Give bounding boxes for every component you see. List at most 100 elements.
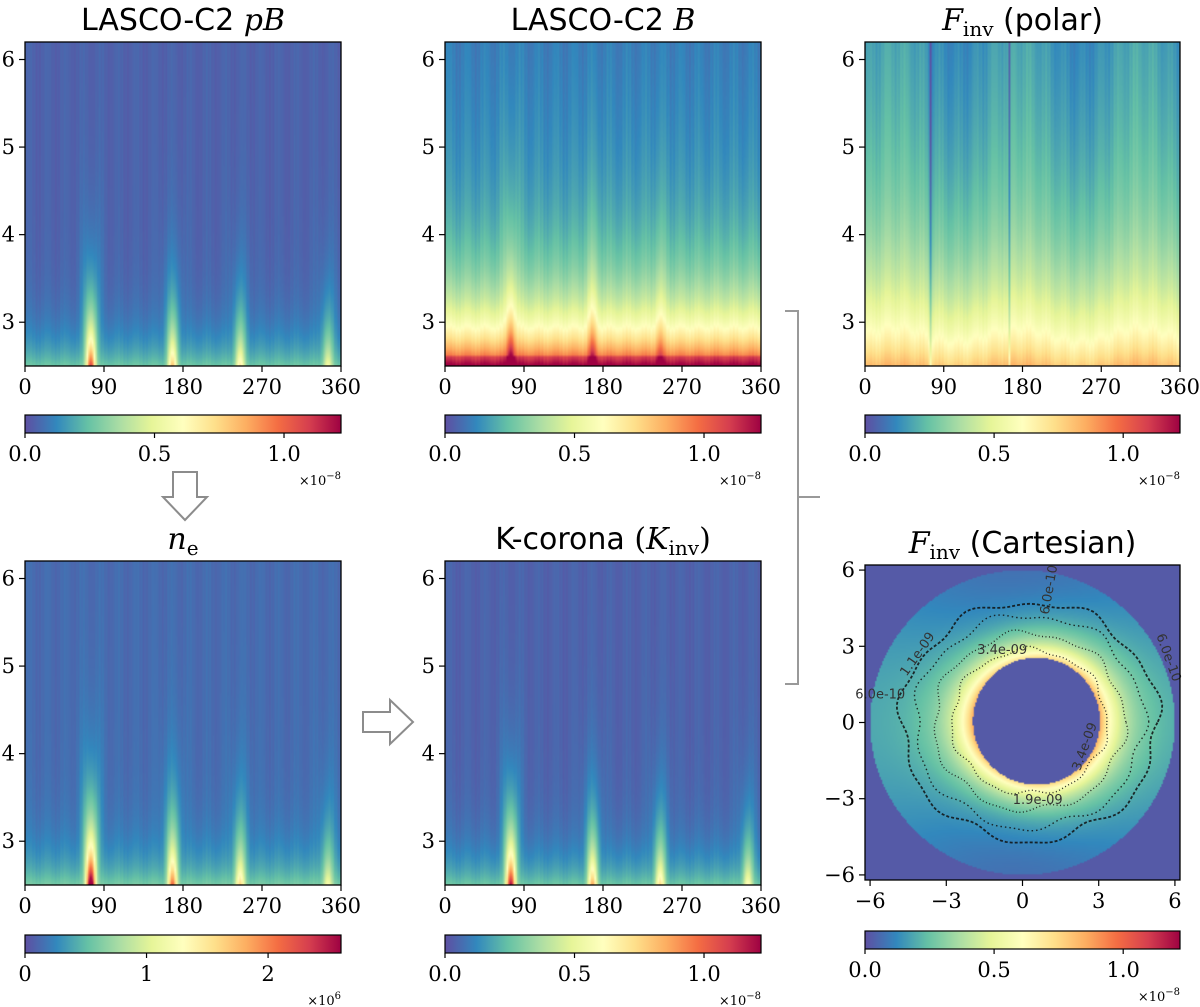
x-tick-label: 360 [741, 375, 781, 399]
panel-lasco-b: LASCO-C2 B 0 90 180 270 360 3 4 5 6 0.0 0.5 1.0 ×10−8 [422, 3, 781, 489]
panel-title: Finv (polar) [941, 3, 1103, 41]
panel-finv-cartesian: Finv (Cartesian)6.0e-106.0e-106.0e-101.1… [824, 526, 1184, 1005]
y-tick-label: 4 [842, 223, 855, 247]
heatmap-image [865, 42, 1180, 366]
x-tick-label: −6 [855, 889, 886, 913]
colorbar [444, 414, 762, 434]
colorbar-tick-label: 1.0 [267, 442, 300, 466]
y-tick-label: 3 [2, 829, 15, 853]
contour-label: 3.4e-09 [977, 643, 1027, 658]
heatmap-image [25, 561, 341, 885]
colorbar-tick-label: 1.0 [687, 962, 720, 986]
panel-lasco-pb: LASCO-C2 pB 0 90 180 270 360 3 4 5 6 0.0 0.5 1.0 ×10−… [2, 3, 361, 489]
colorbar-tick-label: 1 [140, 962, 153, 986]
y-tick-label: 4 [422, 223, 435, 247]
colorbar-tick-label: 0.5 [558, 962, 591, 986]
contour-line [951, 645, 1109, 795]
x-tick-label: 360 [321, 894, 361, 918]
y-tick-label: 3 [842, 634, 855, 658]
x-tick-label: 180 [1002, 375, 1042, 399]
x-tick-label: 180 [163, 894, 203, 918]
colorbar-tick-label: 0.5 [138, 442, 171, 466]
y-tick-label: −3 [824, 787, 855, 811]
y-tick-label: 5 [842, 135, 855, 159]
x-tick-label: 90 [91, 375, 118, 399]
y-tick-label: 3 [422, 310, 435, 334]
colorbar-tick-label: 1.0 [687, 442, 720, 466]
x-tick-label: 0 [18, 894, 31, 918]
colorbar-tick-label: 0.0 [428, 442, 461, 466]
colorbar-tick-label: 2 [261, 962, 274, 986]
colorbar-exponent: ×10−8 [1138, 471, 1180, 489]
heatmap-image [445, 561, 761, 885]
y-tick-label: 5 [2, 135, 15, 159]
x-tick-label: 90 [511, 894, 538, 918]
x-tick-label: 0 [858, 375, 871, 399]
contour-label: 6.0e-10 [855, 687, 905, 702]
y-tick-label: 6 [422, 567, 435, 591]
y-tick-label: 3 [842, 310, 855, 334]
heatmap-image [25, 42, 341, 366]
y-tick-label: −6 [824, 863, 855, 887]
colorbar-tick-label: 1.0 [1106, 958, 1139, 982]
contour-label: 1.9e-09 [1013, 793, 1063, 808]
x-tick-label: 270 [662, 894, 702, 918]
x-tick-label: 360 [741, 894, 781, 918]
x-tick-label: 270 [662, 375, 702, 399]
panel-title: ne [167, 522, 198, 560]
panel-title: K-corona (Kinv) [495, 522, 711, 560]
colorbar [864, 930, 1181, 950]
y-tick-label: 4 [422, 742, 435, 766]
colorbar-exponent: ×106 [307, 991, 341, 1007]
heatmap-image [865, 565, 1180, 880]
x-tick-label: 90 [91, 894, 118, 918]
colorbar-tick-label: 1.0 [1106, 442, 1139, 466]
x-tick-label: 360 [1160, 375, 1200, 399]
y-tick-label: 0 [842, 711, 855, 735]
colorbar-exponent: ×10−8 [1138, 987, 1180, 1005]
x-tick-label: 6 [1168, 889, 1181, 913]
x-tick-label: 3 [1092, 889, 1105, 913]
x-tick-label: 90 [511, 375, 538, 399]
panel-title: LASCO-C2 pB [81, 3, 285, 38]
panel-k-corona: K-corona (Kinv) 0 90 180 270 360 3 4 5 6 0.0 0.5 1.0… [422, 522, 781, 1007]
colorbar-tick-label: 0.5 [977, 442, 1010, 466]
y-tick-label: 3 [422, 829, 435, 853]
x-tick-label: 0 [18, 375, 31, 399]
colorbar-tick-label: 0 [18, 962, 31, 986]
y-tick-label: 4 [2, 742, 15, 766]
y-tick-label: 6 [2, 567, 15, 591]
x-tick-label: 180 [583, 894, 623, 918]
y-tick-label: 4 [2, 223, 15, 247]
y-tick-label: 5 [422, 135, 435, 159]
contour-line [895, 602, 1164, 844]
x-tick-label: 0 [1016, 889, 1029, 913]
panel-title: Finv (Cartesian) [908, 526, 1137, 564]
x-tick-label: −3 [931, 889, 962, 913]
panel-finv-polar: Finv (polar) 0 90 180 270 360 3 4 5 6 0.0 0.5 1.0 ×10… [842, 3, 1200, 489]
colorbar-exponent: ×10−8 [719, 471, 761, 489]
colorbar [24, 934, 342, 954]
y-tick-label: 3 [2, 310, 15, 334]
panel-ne: ne 0 90 180 270 360 3 4 5 6 0 1 2 ×106 [2, 522, 361, 1007]
panel-title: LASCO-C2 B [511, 3, 696, 38]
y-tick-label: 6 [842, 48, 855, 72]
y-tick-label: 5 [422, 654, 435, 678]
y-tick-label: 6 [422, 48, 435, 72]
x-tick-label: 90 [930, 375, 957, 399]
colorbar [24, 414, 342, 434]
x-tick-label: 360 [321, 375, 361, 399]
colorbar-tick-label: 0.0 [8, 442, 41, 466]
colorbar-exponent: ×10−8 [719, 991, 761, 1007]
colorbar [444, 934, 762, 954]
x-tick-label: 270 [242, 375, 282, 399]
colorbar-tick-label: 0.0 [848, 442, 881, 466]
x-tick-label: 0 [438, 894, 451, 918]
colorbar-tick-label: 0.5 [977, 958, 1010, 982]
bracket-connector [785, 310, 820, 685]
colorbar-exponent: ×10−8 [299, 471, 341, 489]
y-tick-label: 5 [2, 654, 15, 678]
y-tick-label: 6 [2, 48, 15, 72]
down-arrow-icon [160, 471, 210, 522]
